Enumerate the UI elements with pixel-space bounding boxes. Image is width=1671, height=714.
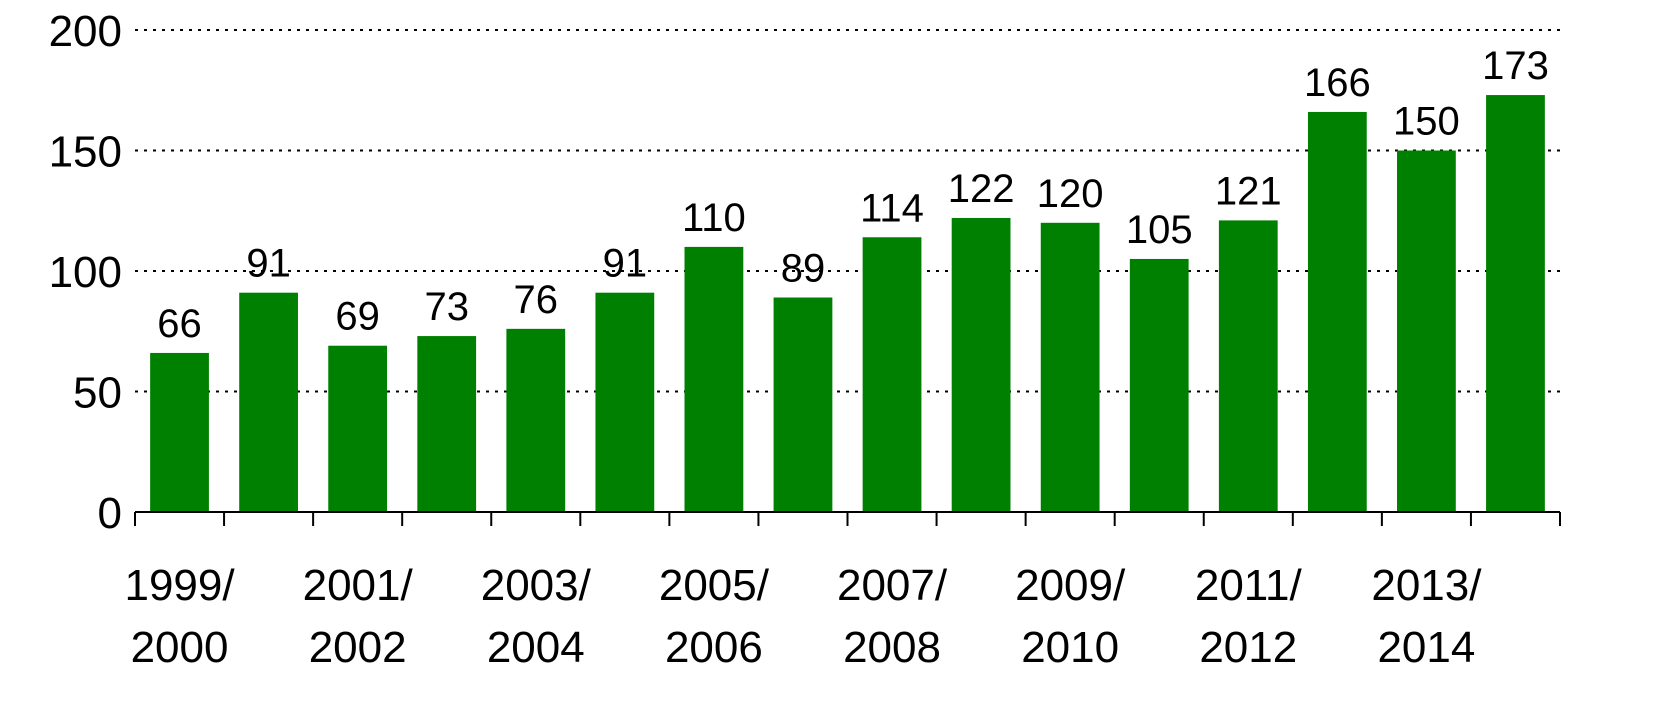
bar [773, 297, 833, 512]
value-label: 173 [1482, 44, 1549, 88]
bar [1307, 111, 1367, 512]
value-label: 121 [1215, 169, 1282, 213]
value-label: 166 [1304, 61, 1371, 105]
y-tick-label: 100 [49, 248, 122, 297]
bar [417, 336, 477, 512]
bar [951, 217, 1011, 513]
x-tick-label: 2003/2004 [481, 561, 592, 672]
bar [1040, 222, 1100, 513]
bar [150, 352, 209, 512]
x-tick-label: 2005/2006 [659, 561, 770, 672]
bar [684, 246, 744, 512]
value-label: 69 [335, 295, 380, 339]
bar [328, 345, 388, 512]
value-label: 91 [246, 242, 291, 286]
value-label: 110 [682, 196, 746, 240]
x-tick-label: 2013/2014 [1371, 561, 1482, 672]
x-tick-label: 2007/2008 [837, 561, 948, 672]
x-tick-label: 1999/2000 [124, 561, 235, 672]
bar [595, 292, 655, 512]
bar [1486, 95, 1545, 512]
bar [239, 292, 298, 512]
value-label: 76 [514, 278, 559, 322]
value-label: 122 [948, 167, 1015, 211]
bar [1129, 258, 1189, 512]
value-label: 150 [1393, 100, 1460, 144]
y-tick-label: 0 [98, 489, 122, 538]
x-tick-label: 2011/2012 [1195, 561, 1303, 672]
value-label: 89 [781, 247, 826, 291]
value-label: 105 [1126, 208, 1193, 252]
bar [506, 328, 566, 512]
y-tick-label: 200 [49, 7, 122, 56]
value-label: 114 [860, 186, 924, 230]
bar [1397, 150, 1456, 512]
x-tick-label: 2001/2002 [303, 561, 414, 672]
bar [1218, 220, 1278, 512]
y-tick-label: 50 [73, 369, 122, 418]
value-label: 66 [157, 302, 202, 346]
x-tick-label: 2009/2010 [1015, 561, 1126, 672]
y-tick-label: 150 [49, 128, 122, 177]
bar [862, 237, 922, 512]
value-label: 120 [1037, 172, 1104, 216]
value-label: 73 [424, 285, 469, 329]
value-label: 91 [603, 242, 648, 286]
